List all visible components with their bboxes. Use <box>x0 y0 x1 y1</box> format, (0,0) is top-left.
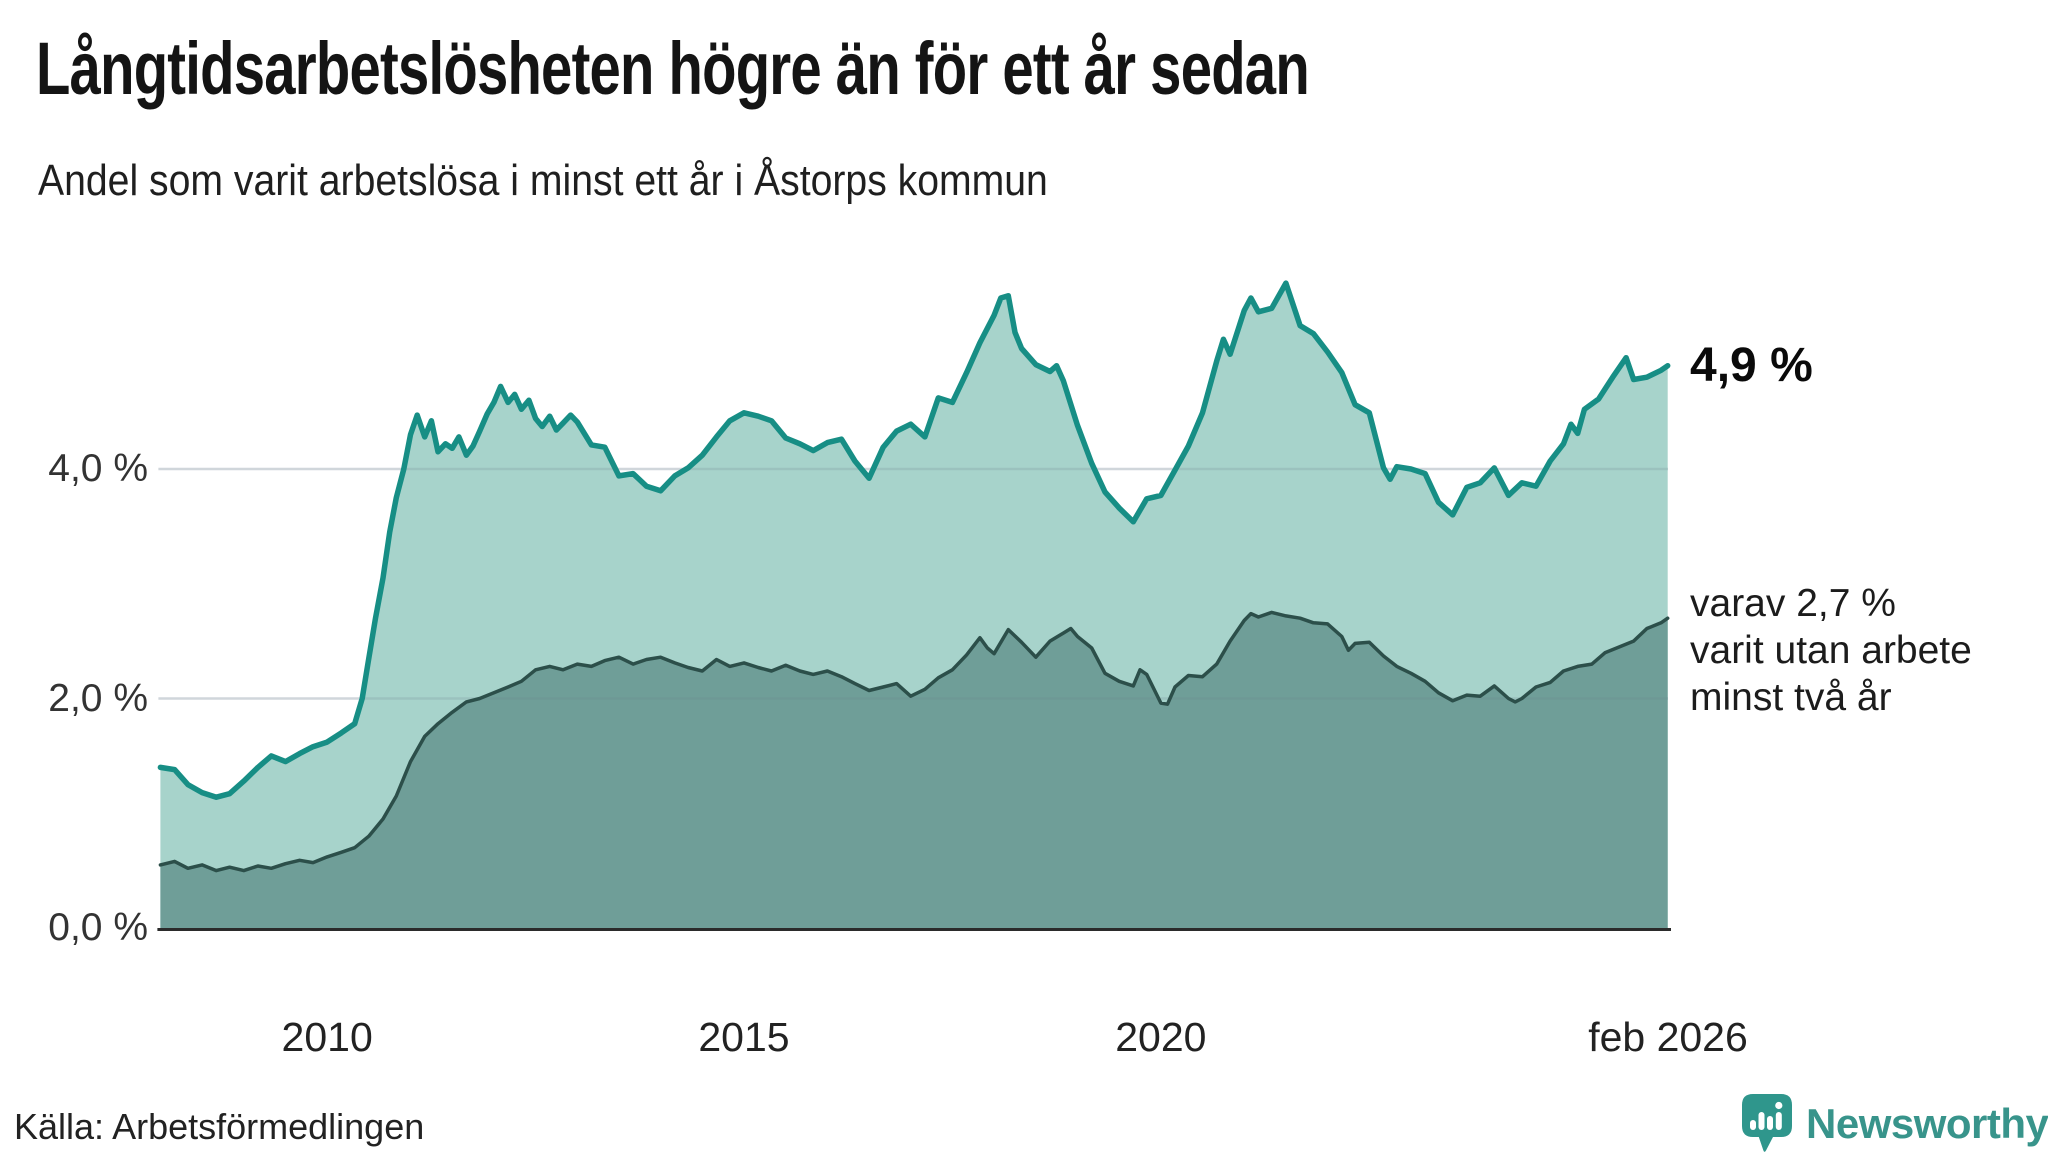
series-line-dark <box>158 610 1670 873</box>
logo-bar-icon <box>1758 1112 1765 1130</box>
y-tick-label: 4,0 % <box>48 447 148 490</box>
y-tick-label: 2,0 % <box>48 676 148 720</box>
logo-exclamation-bar-icon <box>1775 1112 1782 1130</box>
dark-series-label: varav 2,7 % varit utan arbete minst två … <box>1690 580 1972 721</box>
logo-bar-icon <box>1767 1116 1773 1130</box>
latest-value-label: 4,9 % <box>1690 339 1813 392</box>
x-tick-label: 2010 <box>281 1014 373 1060</box>
x-tick-label: 2020 <box>1115 1014 1207 1060</box>
logo-bar-icon <box>1750 1120 1756 1130</box>
x-tick-label: 2015 <box>698 1014 790 1060</box>
dark-series-label-line: varav 2,7 % <box>1690 582 1896 625</box>
page-subtitle: Andel som varit arbetslösa i minst ett å… <box>38 156 1048 205</box>
dark-series-label-line: varit utan arbete <box>1690 629 1972 672</box>
newsworthy-logo-icon <box>1742 1094 1792 1152</box>
logo-exclamation-dot-icon <box>1775 1101 1783 1110</box>
series-area-dark <box>160 612 1668 928</box>
dark-series-label-line: minst två år <box>1690 676 1892 719</box>
newsworthy-logo-text: Newsworthy <box>1806 1100 2048 1147</box>
series-line-total <box>157 280 1671 800</box>
source-label: Källa: Arbetsförmedlingen <box>14 1106 425 1147</box>
page-title: Långtidsarbetslösheten högre än för ett … <box>36 27 1310 110</box>
x-tick-label: feb 2026 <box>1588 1014 1748 1060</box>
y-tick-label: 0,0 % <box>48 906 148 949</box>
